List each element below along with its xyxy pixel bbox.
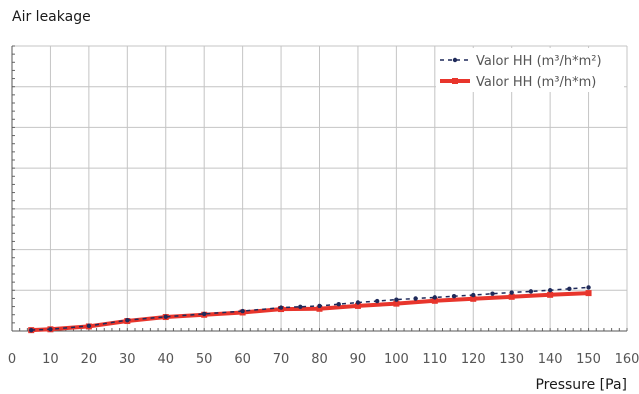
x-tick-label: 80 bbox=[311, 352, 328, 367]
data-point-m bbox=[547, 291, 554, 298]
data-point-m2 bbox=[336, 302, 341, 307]
data-point-m2 bbox=[471, 292, 476, 298]
x-tick-label: 90 bbox=[350, 352, 367, 367]
data-point-m2 bbox=[278, 305, 284, 310]
data-point-m2 bbox=[528, 289, 534, 294]
data-point-m2 bbox=[298, 304, 303, 309]
x-tick-label: 30 bbox=[119, 352, 136, 367]
data-point-m2 bbox=[29, 327, 34, 333]
x-tick-label: 20 bbox=[81, 352, 98, 367]
x-tick-label: 140 bbox=[538, 352, 563, 367]
data-point-m2 bbox=[490, 291, 495, 296]
data-point-m bbox=[354, 302, 361, 309]
x-tick-label: 150 bbox=[576, 352, 601, 367]
data-point-m2 bbox=[163, 314, 168, 319]
series-layer bbox=[28, 285, 592, 334]
data-point-m2 bbox=[48, 327, 53, 332]
data-point-m2 bbox=[432, 295, 438, 300]
legend-label-m2: Valor HH (m³/h*m²) bbox=[476, 54, 602, 69]
data-point-m2 bbox=[509, 290, 514, 295]
legend-box bbox=[436, 48, 624, 92]
data-point-m2 bbox=[86, 323, 92, 329]
x-tick-label: 110 bbox=[422, 352, 447, 367]
data-point-m bbox=[508, 293, 515, 300]
data-point-m bbox=[585, 290, 592, 297]
x-tick-label: 120 bbox=[461, 352, 486, 367]
data-point-m2 bbox=[451, 294, 457, 299]
data-point-m2 bbox=[394, 297, 399, 302]
x-tick-label: 0 bbox=[8, 352, 16, 367]
x-axis-label: Pressure [Pa] bbox=[535, 377, 627, 393]
data-point-m2 bbox=[240, 308, 245, 314]
x-tick-label: 50 bbox=[196, 352, 213, 367]
x-tick-label: 130 bbox=[499, 352, 524, 367]
legend-marker-m bbox=[452, 78, 458, 84]
data-point-m bbox=[393, 300, 400, 307]
data-point-m2 bbox=[547, 288, 553, 293]
data-point-m2 bbox=[413, 296, 418, 301]
axis-layer: 0 10 20 30 40 50 60 70 80 90 100 110 120 130 140 150 160 bbox=[8, 45, 639, 367]
data-point-m2 bbox=[201, 311, 207, 317]
data-point-m2 bbox=[317, 303, 322, 309]
series-line-m2 bbox=[31, 286, 589, 331]
chart-title: Air leakage bbox=[12, 9, 91, 25]
legend: Valor HH (m³/h*m²) Valor HH (m³/h*m) bbox=[436, 48, 624, 92]
x-tick-label: 60 bbox=[234, 352, 251, 367]
data-point-m bbox=[470, 295, 477, 302]
series-line-m bbox=[31, 291, 589, 333]
x-tick-label: 70 bbox=[273, 352, 290, 367]
x-tick-label: 100 bbox=[384, 352, 409, 367]
data-point-m2 bbox=[586, 285, 591, 290]
x-tick-label: 10 bbox=[42, 352, 59, 367]
data-point-m bbox=[316, 305, 323, 312]
x-tick-label: 40 bbox=[157, 352, 174, 367]
data-point-m2 bbox=[355, 300, 361, 305]
legend-label-m: Valor HH (m³/h*m) bbox=[476, 75, 596, 90]
data-point-m2 bbox=[567, 286, 572, 292]
x-tick-label: 160 bbox=[615, 352, 639, 367]
data-point-m2 bbox=[374, 298, 380, 304]
data-point-m bbox=[431, 297, 438, 304]
data-point-m2 bbox=[125, 317, 130, 323]
legend-marker-m2 bbox=[452, 57, 458, 63]
